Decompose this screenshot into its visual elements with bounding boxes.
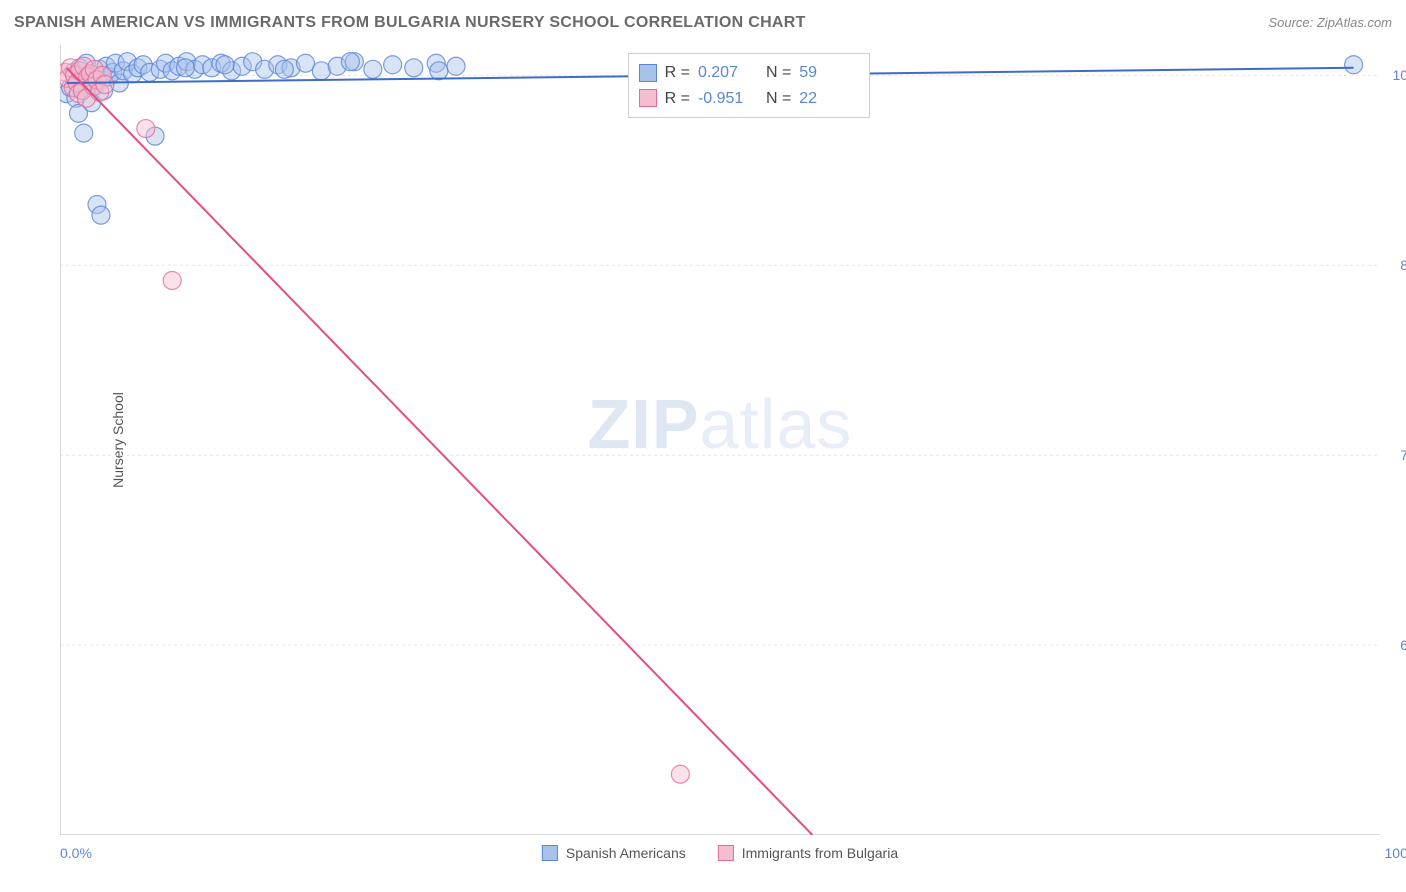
legend-bottom: Spanish Americans Immigrants from Bulgari… <box>542 845 898 861</box>
stats-swatch <box>639 89 657 107</box>
source-attribution: Source: ZipAtlas.com <box>1268 15 1392 30</box>
x-tick-min: 0.0% <box>60 845 92 861</box>
stats-row: R = 0.207 N = 59 <box>639 60 860 86</box>
y-tick-label: 87.5% <box>1390 257 1406 273</box>
stats-box: R = 0.207 N = 59 R = -0.951 N = 22 <box>628 53 871 118</box>
stats-r-label: R = <box>665 60 690 86</box>
legend-swatch <box>718 845 734 861</box>
y-tick-label: 75.0% <box>1390 447 1406 463</box>
stats-n-label: N = <box>766 86 791 112</box>
legend-swatch <box>542 845 558 861</box>
stats-n-value: 22 <box>799 86 859 112</box>
y-tick-label: 62.5% <box>1390 637 1406 653</box>
stats-n-label: N = <box>766 60 791 86</box>
stats-swatch <box>639 64 657 82</box>
legend-item: Immigrants from Bulgaria <box>718 845 898 861</box>
legend-label: Immigrants from Bulgaria <box>742 845 898 861</box>
chart-title: SPANISH AMERICAN VS IMMIGRANTS FROM BULG… <box>14 14 806 32</box>
stats-r-label: R = <box>665 86 690 112</box>
legend-item: Spanish Americans <box>542 845 686 861</box>
y-tick-label: 100.0% <box>1390 67 1406 83</box>
stats-n-value: 59 <box>799 60 859 86</box>
stats-row: R = -0.951 N = 22 <box>639 86 860 112</box>
stats-r-value: -0.951 <box>698 86 758 112</box>
stats-r-value: 0.207 <box>698 60 758 86</box>
x-tick-max: 100.0% <box>1385 845 1406 861</box>
legend-label: Spanish Americans <box>566 845 686 861</box>
chart-header: SPANISH AMERICAN VS IMMIGRANTS FROM BULG… <box>14 14 1392 32</box>
chart-svg <box>60 45 1380 835</box>
scatter-plot: Nursery School ZIPatlas 0.0% 100.0% Span… <box>60 45 1380 835</box>
